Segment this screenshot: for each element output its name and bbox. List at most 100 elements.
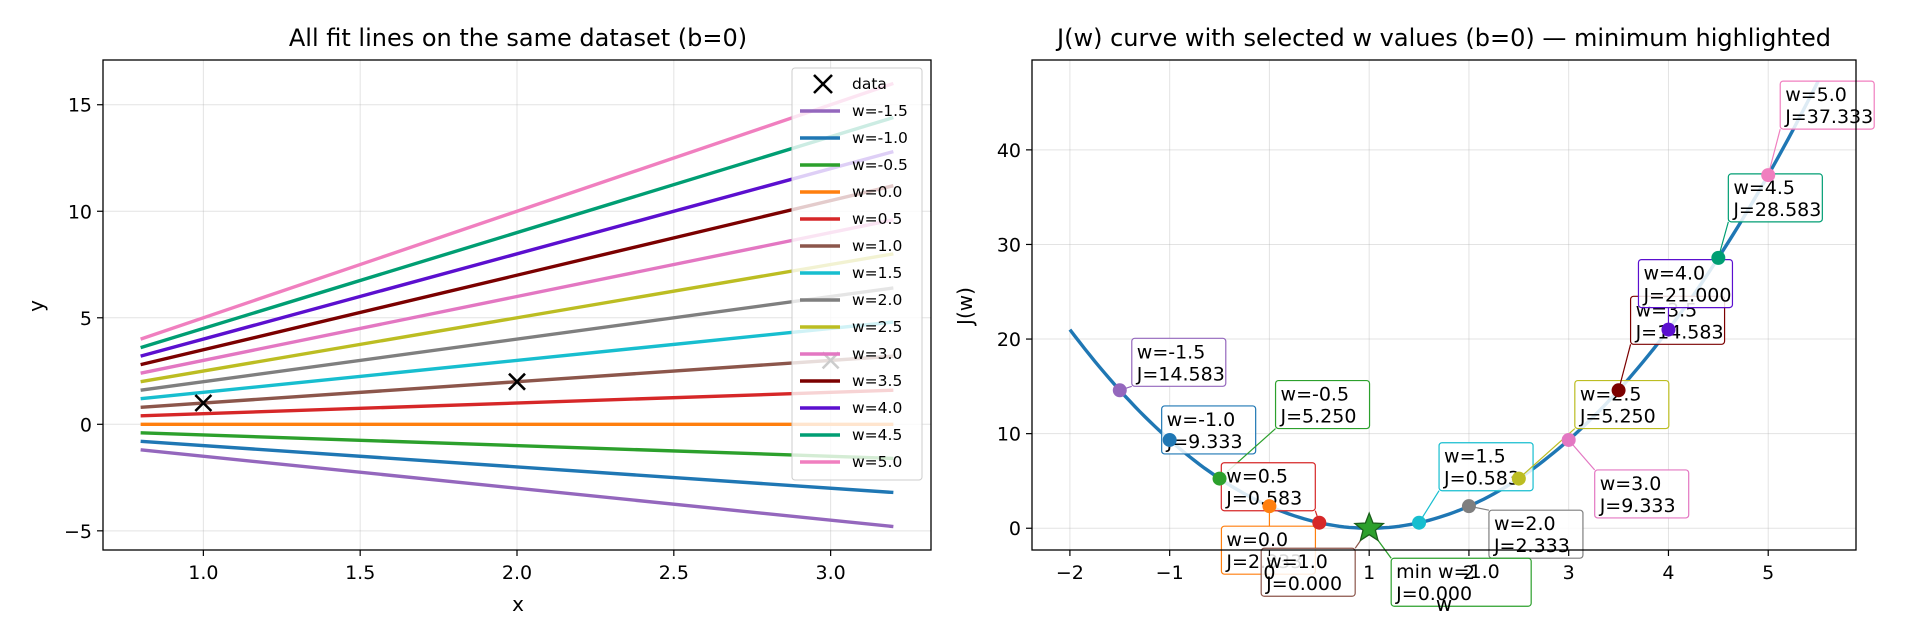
annotation-w-1-5: w=1.5J=0.583 — [1418, 442, 1534, 524]
legend-label-w-1-5: w=-1.5 — [852, 102, 908, 120]
selected-point-w-1-0 — [1162, 432, 1177, 447]
annotation-w-5-0: w=5.0J=37.333 — [1767, 80, 1875, 176]
minimum-star-marker — [1353, 511, 1386, 542]
fit-line-w-4-0 — [140, 149, 894, 358]
fit-line-w-0-5 — [140, 388, 894, 418]
annotation-w-label: w=-1.5 — [1137, 341, 1206, 363]
legend: data w=-1.5 w=-1.0 w=-0.5 w=0.0 w=0.5 w=1.0 w=1… — [791, 67, 923, 481]
right-x-tick-label: −2 — [1056, 562, 1084, 584]
annotation-j-label: J=37.333 — [1784, 106, 1873, 128]
annotation-box-w-1-0 — [1161, 405, 1257, 455]
left-x-axis-label: x — [512, 592, 524, 616]
left-plot-area — [140, 81, 894, 529]
right-x-ticks: −2 −1 0 1 2 3 4 5 — [1056, 550, 1774, 584]
annotation-j-label: J=21.000 — [1642, 285, 1731, 307]
legend-entry-w-1-0: w=-1.0 — [800, 129, 908, 147]
fit-lines-panel: All fit lines on the same dataset (b=0) … — [24, 24, 932, 616]
legend-items: data w=-1.5 w=-1.0 w=-0.5 w=0.0 w=0.5 w=1.0 w=1… — [800, 74, 908, 471]
annotation-j-label: J=0.000 — [1265, 573, 1342, 595]
annotation-j-label: J=5.250 — [1579, 406, 1656, 428]
annotation-j-label: J=14.583 — [1136, 363, 1225, 385]
annotation-w-label: w=0.5 — [1226, 466, 1288, 488]
right-x-tick-label: 5 — [1762, 562, 1774, 584]
legend-entry-w-0-5: w=-0.5 — [800, 156, 908, 174]
fit-line-w-1-5 — [140, 448, 894, 529]
annotation-box-w-2-5 — [1574, 379, 1670, 430]
legend-entry-w-1-0: w=1.0 — [800, 237, 902, 255]
left-x-tick-label: 1.0 — [188, 562, 218, 584]
annotation-box-w-5-0 — [1779, 80, 1875, 130]
point-annotations: w=-1.5J=14.583w=-1.0J=9.333w=-0.5J=5.250… — [1119, 80, 1875, 597]
annotation-w-label: w=5.0 — [1785, 84, 1847, 106]
legend-entry-w-0-5: w=0.5 — [800, 210, 902, 228]
annotation-w-label: w=3.0 — [1600, 473, 1662, 495]
legend-label-w-1-0: w=-1.0 — [852, 129, 908, 147]
fit-line-w-4-5 — [140, 115, 894, 350]
legend-entry-w-4-0: w=4.0 — [800, 399, 902, 417]
data-point-x-marker — [194, 394, 213, 412]
annotation-box-w-1-0 — [1260, 547, 1356, 597]
right-y-tick-label: 20 — [997, 329, 1021, 351]
annotation-w-label: w=4.0 — [1643, 263, 1705, 285]
selected-point-w-2-5 — [1511, 471, 1526, 486]
minimum-w-label: min w=1.0 — [1396, 561, 1500, 583]
annotation-box-w-4-0 — [1637, 258, 1734, 309]
data-point-x-marker — [508, 372, 526, 391]
fit-line-w-5-0 — [140, 81, 894, 341]
right-y-tick-label: 0 — [1009, 518, 1021, 540]
annotation-box-w-1-5 — [1438, 442, 1534, 492]
fit-line-w-1-5 — [140, 320, 894, 401]
annotation-j-label: J=0.583 — [1225, 488, 1302, 510]
selected-points — [1112, 168, 1776, 536]
legend-label-w-0-5: w=0.5 — [852, 210, 902, 228]
annotation-box-w-0-5 — [1274, 379, 1371, 430]
legend-entry-w-4-5: w=4.5 — [800, 426, 902, 444]
legend-entry-w-5-0: w=5.0 — [800, 453, 902, 471]
fit-line-w-3-5 — [140, 184, 894, 367]
legend-entry-w-1-5: w=1.5 — [800, 264, 902, 282]
legend-label-w-0-5: w=-0.5 — [852, 156, 908, 174]
left-y-tick-label: 10 — [68, 201, 92, 223]
annotation-w-0-5: w=0.5J=0.583 — [1220, 462, 1320, 523]
selected-point-w-3-0 — [1561, 432, 1576, 447]
selected-point-w-3-5 — [1611, 383, 1626, 398]
selected-point-w-1-5 — [1412, 515, 1427, 530]
annotation-box-w-1-5 — [1131, 337, 1227, 387]
legend-label-w-5-0: w=5.0 — [852, 453, 902, 471]
annotation-w-2-5: w=2.5J=5.250 — [1518, 379, 1670, 480]
data-marker-stroke-b — [194, 394, 213, 412]
legend-label-w-4-0: w=4.0 — [852, 399, 902, 417]
selected-point-w-0-0 — [1262, 499, 1277, 514]
selected-point-w-4-5 — [1711, 250, 1726, 265]
legend-data-marker-b — [813, 74, 833, 94]
legend-entry-w-2-0: w=2.0 — [800, 291, 902, 309]
left-chart-title: All fit lines on the same dataset (b=0) — [289, 24, 747, 52]
right-plot-area: w=-1.5J=14.583w=-1.0J=9.333w=-0.5J=5.250… — [1068, 80, 1875, 607]
annotation-w-1-5: w=-1.5J=14.583 — [1119, 337, 1227, 391]
right-x-tick-label: 3 — [1563, 562, 1575, 584]
legend-label-data: data — [852, 75, 887, 93]
right-axes-frame — [1031, 59, 1857, 551]
fit-line-w-2-5 — [140, 252, 894, 384]
right-y-tick-label: 40 — [997, 140, 1021, 162]
legend-box — [791, 67, 923, 481]
annotation-leader-w-3-5 — [1617, 344, 1632, 391]
annotation-w-label: w=2.5 — [1580, 384, 1642, 406]
legend-entry-w-0-0: w=0.0 — [800, 183, 902, 201]
annotation-w-label: w=-1.0 — [1167, 409, 1236, 431]
selected-point-w-4-0 — [1661, 322, 1676, 337]
right-chart-title: J(w) curve with selected w values (b=0) … — [1055, 24, 1831, 52]
fit-line-w-1-0 — [140, 439, 894, 495]
selected-point-w-1-5 — [1112, 383, 1127, 398]
annotation-w-label: w=2.0 — [1494, 513, 1556, 535]
right-x-tick-label: 2 — [1463, 562, 1475, 584]
left-x-tick-label: 3.0 — [816, 562, 846, 584]
selected-point-w-0-5 — [1312, 515, 1327, 530]
legend-label-w-2-5: w=2.5 — [852, 318, 902, 336]
left-y-tick-label: −5 — [64, 521, 92, 543]
annotation-w-2-0: w=2.0J=2.333 — [1468, 505, 1584, 559]
annotation-w-label: w=0.0 — [1226, 529, 1288, 551]
selected-point-w-0-5 — [1212, 471, 1227, 486]
left-y-axis-label: y — [24, 300, 48, 312]
